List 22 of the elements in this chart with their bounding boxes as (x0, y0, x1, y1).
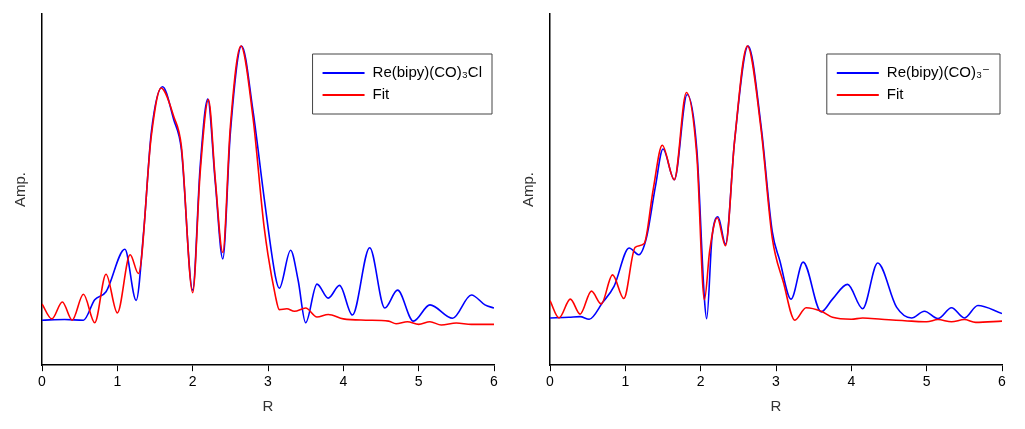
y-axis-title: Amp. (519, 172, 537, 208)
x-tick-label: 0 (546, 373, 555, 390)
x-tick-label: 2 (696, 373, 705, 390)
x-tick-label: 4 (847, 373, 856, 390)
legend-label: Fit (886, 85, 905, 103)
x-tick-label: 1 (113, 373, 122, 390)
x-tick-label: 2 (188, 373, 197, 390)
x-tick-label: 5 (414, 373, 423, 390)
x-tick-label: 5 (922, 373, 931, 390)
x-tick-label: 4 (339, 373, 348, 390)
x-tick-label: 6 (490, 373, 499, 390)
x-tick-label: 6 (998, 373, 1007, 390)
x-tick-label: 0 (38, 373, 47, 390)
legend-label: Re(bipy)(CO)₃Cl (372, 63, 483, 81)
legend-label: Fit (372, 85, 391, 103)
y-axis-title: Amp. (11, 172, 29, 208)
x-tick-label: 3 (772, 373, 781, 390)
legend-label: Re(bipy)(CO)₃⁻ (886, 63, 990, 81)
x-axis-title: R (262, 397, 274, 415)
x-tick-label: 3 (264, 373, 273, 390)
x-axis-title: R (770, 397, 782, 415)
x-tick-label: 1 (621, 373, 630, 390)
